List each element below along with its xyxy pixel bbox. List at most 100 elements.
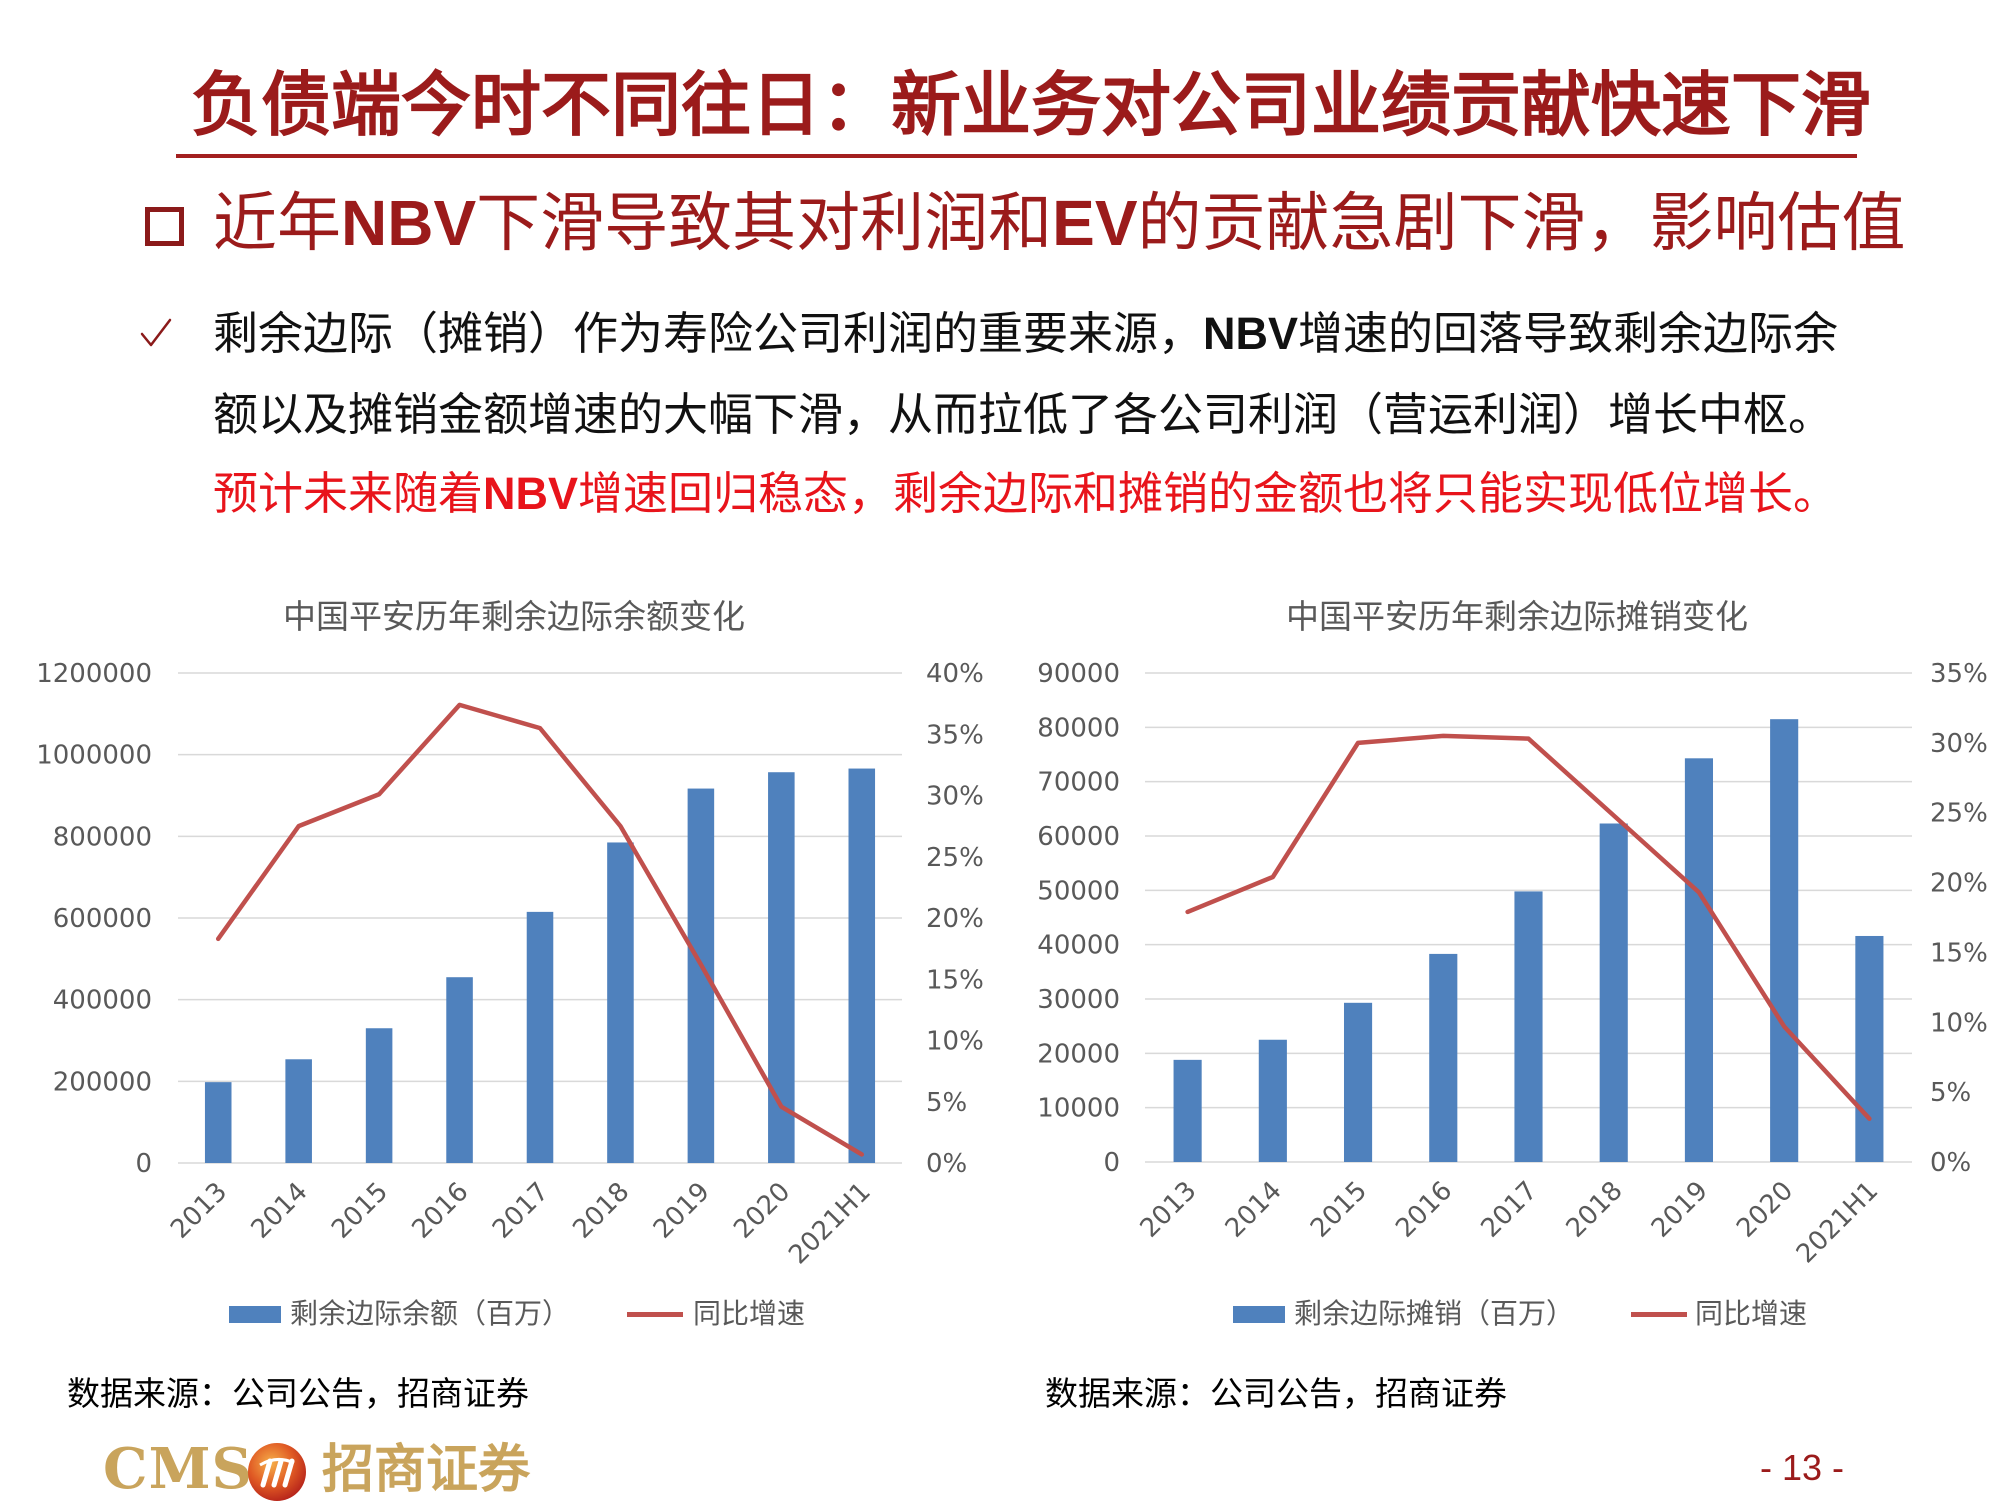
y-right-tick-label: 5% xyxy=(926,1088,967,1118)
bar-2020 xyxy=(768,772,795,1163)
y-left-tick-label: 1000000 xyxy=(36,741,152,771)
y-left-tick-label: 50000 xyxy=(1037,876,1120,906)
subtitle-text: 近年 xyxy=(213,187,341,261)
y-left-tick-label: 80000 xyxy=(1037,713,1120,743)
bar-2013 xyxy=(1173,1059,1202,1162)
bar-2021H1 xyxy=(1855,935,1884,1162)
x-tick-label: 2017 xyxy=(487,1177,555,1245)
chart-2-residual-margin-amortization: 0 10000 20000 30000 40000 50000 60000 70000 8000… xyxy=(1037,659,1988,1269)
legend-line-swatch xyxy=(1631,1312,1687,1317)
x-tick-label: 2020 xyxy=(728,1177,796,1245)
bar-2016 xyxy=(1429,953,1458,1162)
y-left-tick-label: 40000 xyxy=(1037,931,1120,961)
y-right-tick-label: 40% xyxy=(926,659,984,689)
y-right-tick-label: 0% xyxy=(926,1149,967,1179)
bullet-text: 预计未来随着 xyxy=(213,467,484,520)
hollow-square-icon xyxy=(145,207,184,246)
legend-line-swatch xyxy=(627,1312,683,1317)
x-tick-label: 2018 xyxy=(1561,1176,1629,1244)
y-left-tick-label: 600000 xyxy=(53,904,152,934)
y-right-tick-label: 30% xyxy=(1930,729,1988,759)
y-left-tick-label: 0 xyxy=(135,1149,152,1179)
bar-2017 xyxy=(1514,891,1543,1162)
legend-bar-swatch xyxy=(229,1306,281,1323)
y-right-tick-label: 35% xyxy=(1930,659,1988,689)
bullet-text: 剩余边际（摊销）作为寿险公司利润的重要来源， xyxy=(213,307,1204,360)
bar-2017 xyxy=(526,911,554,1163)
bar-2019 xyxy=(687,788,715,1163)
bullet-text: 增速的回落导致剩余边际余 xyxy=(1298,307,1839,360)
x-tick-label: 2017 xyxy=(1475,1176,1543,1244)
bullet-line-1: 剩余边际（摊销）作为寿险公司利润的重要来源，NBV增速的回落导致剩余边际余 xyxy=(213,294,1838,374)
y-left-tick-label: 60000 xyxy=(1037,822,1120,852)
y-right-tick-label: 10% xyxy=(926,1027,984,1057)
legend-bar-swatch xyxy=(1233,1306,1285,1323)
y-left-tick-label: 800000 xyxy=(53,822,152,852)
x-tick-label: 2016 xyxy=(407,1177,475,1245)
logo-chinese-text: 招商证券 xyxy=(322,1439,531,1500)
y-left-tick-label: 70000 xyxy=(1037,768,1120,798)
chart-2-title: 中国平安历年剩余边际摊销变化 xyxy=(1286,597,1748,636)
y-left-tick-label: 30000 xyxy=(1037,985,1120,1015)
x-tick-label: 2018 xyxy=(567,1177,635,1245)
y-left-tick-label: 90000 xyxy=(1037,659,1120,689)
bar-2014 xyxy=(285,1059,312,1163)
logo-emblem-icon xyxy=(248,1443,306,1501)
y-left-tick-label: 1200000 xyxy=(36,659,152,689)
subtitle-ev: EV xyxy=(1052,187,1138,259)
bar-2013 xyxy=(204,1082,232,1163)
y-right-tick-label: 15% xyxy=(926,965,984,995)
subtitle-nbv: NBV xyxy=(341,187,477,259)
x-tick-label: 2021H1 xyxy=(783,1177,877,1271)
y-left-tick-label: 10000 xyxy=(1037,1094,1120,1124)
x-tick-label: 2016 xyxy=(1390,1176,1458,1244)
y-right-tick-label: 5% xyxy=(1930,1078,1971,1108)
y-left-tick-label: 200000 xyxy=(53,1067,152,1097)
page-title: 负债端今时不同往日：新业务对公司业绩贡献快速下滑 xyxy=(191,64,1871,146)
bar-2018 xyxy=(607,842,634,1163)
chart-1-title: 中国平安历年剩余边际余额变化 xyxy=(283,597,745,636)
x-tick-label: 2020 xyxy=(1731,1176,1799,1244)
y-right-tick-label: 25% xyxy=(926,843,984,873)
x-tick-label: 2014 xyxy=(1220,1176,1288,1244)
y-right-tick-label: 15% xyxy=(1930,938,1988,968)
y-left-tick-label: 0 xyxy=(1103,1148,1120,1178)
y-right-tick-label: 30% xyxy=(926,782,984,812)
bar-2015 xyxy=(365,1028,393,1163)
bar-2015 xyxy=(1343,1002,1373,1162)
bar-2016 xyxy=(446,977,473,1163)
x-tick-label: 2019 xyxy=(648,1177,716,1245)
x-tick-label: 2019 xyxy=(1646,1176,1714,1244)
bar-2021H1 xyxy=(848,768,876,1163)
y-right-tick-label: 20% xyxy=(926,904,984,934)
chart-1-residual-margin-balance: 0 200000 400000 600000 800000 1000000 1200000 0… xyxy=(36,659,984,1271)
bar-2018 xyxy=(1599,823,1628,1162)
subtitle-text: 的贡献急剧下滑，影响估值 xyxy=(1137,187,1906,261)
y-left-tick-label: 20000 xyxy=(1037,1039,1120,1069)
legend-label-bar: 剩余边际摊销（百万） xyxy=(1294,1297,1575,1330)
bullet-text: 增速回归稳态，剩余边际和摊销的金额也将只能实现低位增长。 xyxy=(578,467,1839,520)
chart-2-source: 数据来源：公司公告，招商证券 xyxy=(1045,1374,1507,1413)
logo-latin-text: CMS xyxy=(103,1436,253,1502)
title-underline xyxy=(176,154,1857,158)
check-icon xyxy=(140,318,172,347)
x-tick-label: 2015 xyxy=(1305,1176,1373,1244)
legend-label-line: 同比增速 xyxy=(1695,1297,1808,1330)
growth-rate-line xyxy=(215,702,865,1157)
bullet-line-2: 额以及摊销金额增速的大幅下滑，从而拉低了各公司利润（营运利润）增长中枢。 xyxy=(213,388,1834,441)
bar-2019 xyxy=(1684,758,1714,1162)
bullet-line-3-highlight: 预计未来随着NBV增速回归稳态，剩余边际和摊销的金额也将只能实现低位增长。 xyxy=(213,454,1838,534)
bar-2014 xyxy=(1258,1039,1287,1162)
y-right-tick-label: 10% xyxy=(1930,1008,1988,1038)
subtitle-text: 下滑导致其对利润和 xyxy=(476,187,1053,261)
x-tick-label: 2013 xyxy=(165,1177,233,1245)
y-right-tick-label: 0% xyxy=(1930,1148,1971,1178)
y-right-tick-label: 25% xyxy=(1930,799,1988,829)
x-tick-label: 2013 xyxy=(1135,1176,1203,1244)
y-right-tick-label: 20% xyxy=(1930,869,1988,899)
bar-2020 xyxy=(1770,719,1799,1162)
y-right-tick-label: 35% xyxy=(926,720,984,750)
section-subtitle: 近年NBV下滑导致其对利润和EV的贡献急剧下滑，影响估值 xyxy=(213,187,1906,260)
legend-label-bar: 剩余边际余额（百万） xyxy=(290,1297,571,1330)
x-tick-label: 2014 xyxy=(246,1177,314,1245)
